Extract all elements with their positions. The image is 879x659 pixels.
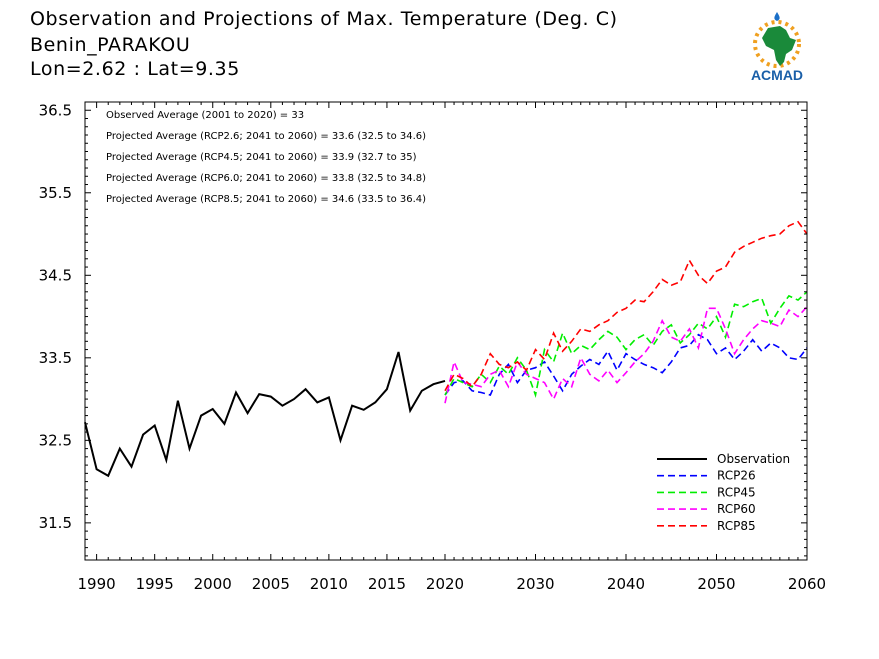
average-annotation: Projected Average (RCP4.5; 2041 to 2060)… bbox=[106, 152, 417, 163]
x-tick-label: 2015 bbox=[368, 575, 406, 593]
chart-title: Observation and Projections of Max. Temp… bbox=[30, 8, 618, 30]
x-tick-label: 2030 bbox=[516, 575, 554, 593]
logo-text: ACMAD bbox=[751, 67, 803, 83]
x-tick-label: 2005 bbox=[252, 575, 290, 593]
x-tick-label: 2040 bbox=[607, 575, 645, 593]
y-tick-label: 33.5 bbox=[39, 349, 72, 367]
y-tick-label: 32.5 bbox=[39, 431, 72, 449]
y-tick-label: 36.5 bbox=[39, 101, 72, 119]
series-line-rcp26 bbox=[444, 333, 808, 396]
average-annotation: Observed Average (2001 to 2020) = 33 bbox=[106, 110, 304, 121]
average-annotation: Projected Average (RCP2.6; 2041 to 2060)… bbox=[106, 131, 426, 142]
series-line-rcp45 bbox=[444, 291, 808, 398]
x-tick-label: 2010 bbox=[310, 575, 348, 593]
y-tick-label: 35.5 bbox=[39, 184, 72, 202]
legend-label: RCP60 bbox=[717, 502, 756, 516]
legend-label: RCP26 bbox=[717, 469, 756, 483]
x-tick-label: 2050 bbox=[697, 575, 735, 593]
average-annotation: Projected Average (RCP6.0; 2041 to 2060)… bbox=[106, 173, 426, 184]
water-drop-icon bbox=[774, 12, 780, 21]
legend-label: RCP85 bbox=[717, 519, 756, 533]
legend-label: RCP45 bbox=[717, 485, 756, 499]
x-tick-label: 2060 bbox=[788, 575, 826, 593]
acmad-logo: ACMAD bbox=[736, 8, 818, 84]
station-name: Benin_PARAKOU bbox=[30, 34, 191, 56]
series-line-observation bbox=[84, 351, 446, 478]
y-tick-label: 31.5 bbox=[39, 514, 72, 532]
station-coordinates: Lon=2.62 : Lat=9.35 bbox=[30, 58, 240, 80]
x-tick-label: 1990 bbox=[78, 575, 116, 593]
plot-frame bbox=[84, 101, 808, 561]
series-line-rcp60 bbox=[444, 306, 808, 404]
y-tick-label: 34.5 bbox=[39, 266, 72, 284]
x-tick-label: 2020 bbox=[426, 575, 464, 593]
series-line-rcp85 bbox=[444, 220, 808, 392]
x-tick-label: 1995 bbox=[136, 575, 174, 593]
x-tick-label: 2000 bbox=[194, 575, 232, 593]
sun-rays-icon bbox=[753, 20, 801, 68]
average-annotation: Projected Average (RCP8.5; 2041 to 2060)… bbox=[106, 194, 426, 205]
legend: Observation RCP26 RCP45 RCP60 RCP85 bbox=[657, 452, 790, 533]
africa-map-icon bbox=[762, 26, 796, 66]
legend-label: Observation bbox=[717, 452, 790, 466]
